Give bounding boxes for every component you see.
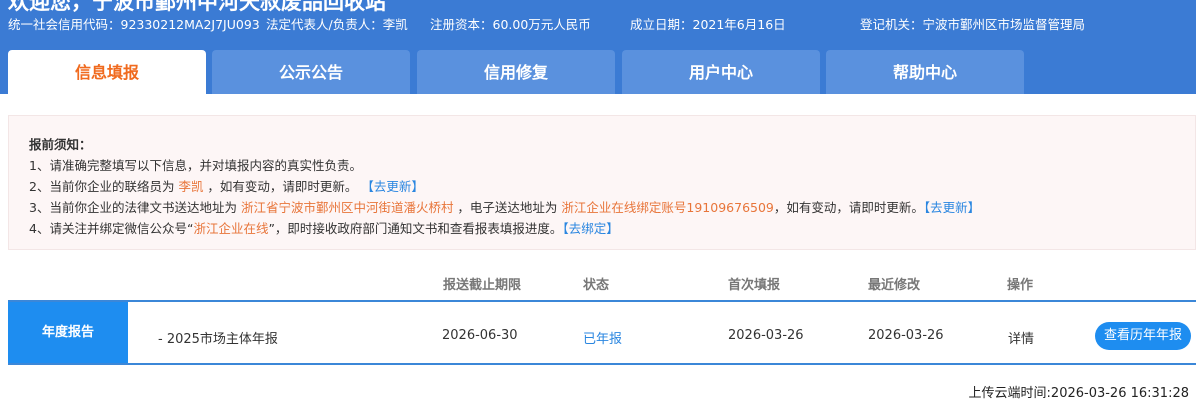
notice-line-3: 3、当前你企业的法律文书送达地址为 浙江省宁波市鄞州区中河街道潘火桥村 ，电子送… [29,197,1195,218]
tab-user-center[interactable]: 用户中心 [622,50,820,94]
legal-rep: 法定代表人/负责人：李凯 [266,17,408,32]
text: 2、当前你企业的联络员为 [29,179,179,194]
established-date: 成立日期：2021年6月16日 [630,17,786,32]
notice-line-4: 4、请关注并绑定微信公众号“浙江企业在线”，即时接收政府部门通知文书和查看报表填… [29,218,1195,239]
electronic-address: 浙江企业在线绑定账号19109676509 [561,200,774,215]
header-last-modified: 最近修改 [868,278,921,293]
notice-heading: 报前须知： [29,137,92,152]
text: ，电子送达地址为 [453,200,562,215]
detail-link[interactable]: 详情 [1008,332,1035,347]
header-first-filed: 首次填报 [728,278,781,293]
upload-time: 上传云端时间:2026-03-26 16:31:28 [968,386,1189,401]
notice-line-2: 2、当前你企业的联络员为 李凯 ，如有变动，请即时更新。 【去更新】 [29,176,1195,197]
first-filed: 2026-03-26 [728,328,804,343]
report-name: - 2025市场主体年报 [158,332,278,347]
registered-capital: 注册资本：60.00万元人民币 [430,17,591,32]
header-actions: 操作 [1007,278,1034,293]
tab-help-center[interactable]: 帮助中心 [826,50,1024,94]
wechat-account: 浙江企业在线 [193,221,269,236]
text: ，如有变动，请即时更新。 [203,179,362,194]
header: 欢迎您，宁波市鄞州中河天叔废品回收站 统一社会信用代码：92330212MA2J… [0,0,1196,94]
last-modified: 2026-03-26 [868,328,944,343]
update-address-link[interactable]: 【去更新】 [923,200,981,215]
text: ，如有变动，请即时更新。 [773,200,924,215]
text: 3、当前你企业的法律文书送达地址为 [29,200,241,215]
header-status: 状态 [583,278,610,293]
liaison-name: 李凯 [178,179,204,194]
notice-box: 报前须知： 1、请准确完整填写以下信息，并对填报内容的真实性负责。 2、当前你企… [8,115,1196,250]
registration-authority: 登记机关：宁波市鄞州区市场监督管理局 [860,17,1086,32]
tab-info-filing[interactable]: 信息填报 [8,50,206,94]
tab-credit-repair[interactable]: 信用修复 [417,50,615,94]
tab-announcements[interactable]: 公示公告 [212,50,410,94]
company-title: 欢迎您，宁波市鄞州中河天叔废品回收站 [8,0,386,14]
table-row: 年度报告 - 2025市场主体年报 2026-06-30 已年报 2026-03… [8,300,1196,365]
update-liaison-link[interactable]: 【去更新】 [361,179,424,194]
text: 4、请关注并绑定微信公众号“ [29,221,194,236]
credit-code: 统一社会信用代码：92330212MA2J7JU093 [8,17,260,32]
bind-wechat-link[interactable]: 【去绑定】 [562,221,619,236]
text: ”，即时接收政府部门通知文书和查看报表填报进度。 [268,221,563,236]
status: 已年报 [583,332,623,347]
legal-address: 浙江省宁波市鄞州区中河街道潘火桥村 [240,200,454,215]
header-deadline: 报送截止期限 [443,278,522,293]
view-history-button[interactable]: 查看历年年报 [1095,322,1191,350]
deadline: 2026-06-30 [442,328,518,343]
notice-line-1: 1、请准确完整填写以下信息，并对填报内容的真实性负责。 [29,158,362,173]
row-category: 年度报告 [8,302,128,363]
